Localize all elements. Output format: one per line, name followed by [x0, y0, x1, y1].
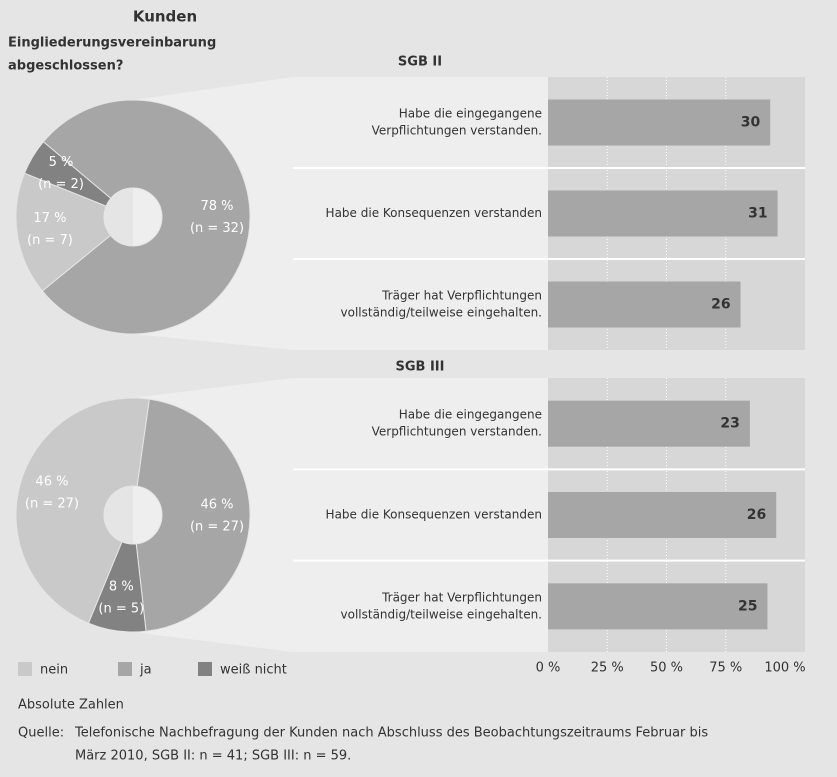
bar — [548, 583, 768, 630]
bar — [548, 400, 750, 447]
category-label: vollständig/teilweise eingehalten. — [341, 607, 543, 621]
pie-slice — [135, 398, 251, 632]
slice-label: 78 % — [200, 199, 233, 214]
legend-swatch — [118, 662, 132, 676]
x-tick-label: 0 % — [536, 661, 561, 676]
bar-value-label: 25 — [738, 598, 757, 614]
slice-count-label: (n = 32) — [190, 221, 244, 236]
legend-swatch — [18, 662, 32, 676]
chart-title: Kunden — [133, 8, 197, 26]
panel-title: SGB II — [398, 55, 442, 70]
bar — [548, 281, 741, 328]
slice-count-label: (n = 5) — [98, 602, 144, 617]
category-label: Träger hat Verpflichtungen — [381, 289, 542, 303]
slice-label: 46 % — [200, 498, 233, 513]
bar-value-label: 26 — [747, 507, 766, 523]
footer-source-label: Quelle: — [18, 726, 64, 741]
category-label: vollständig/teilweise eingehalten. — [341, 306, 543, 320]
x-tick-label: 75 % — [709, 661, 742, 676]
x-tick-label: 50 % — [650, 661, 683, 676]
slice-label: 17 % — [33, 211, 66, 226]
category-label: Verpflichtungen verstanden. — [372, 124, 542, 138]
slice-count-label: (n = 27) — [190, 520, 244, 535]
legend-label: nein — [40, 663, 68, 678]
bar — [548, 492, 777, 538]
subtitle: Eingliederungsvereinbarung — [8, 36, 216, 51]
legend-label: ja — [139, 663, 152, 678]
legend-label: weiß nicht — [220, 663, 287, 678]
bar-value-label: 30 — [741, 115, 761, 131]
slice-count-label: (n = 27) — [25, 496, 79, 511]
slice-label: 8 % — [109, 580, 134, 595]
bar — [548, 99, 771, 146]
pie-slice — [41, 99, 251, 335]
bar-value-label: 26 — [711, 297, 730, 313]
pie-slice — [15, 397, 150, 624]
subtitle: abgeschlossen? — [8, 59, 123, 74]
footer-source: März 2010, SGB II: n = 41; SGB III: n = … — [75, 749, 351, 764]
panel-title: SGB III — [396, 360, 445, 375]
slice-label: 5 % — [49, 155, 74, 170]
label-area — [293, 378, 548, 652]
category-label: Habe die Konsequenzen verstanden — [326, 508, 542, 522]
bar — [548, 190, 778, 237]
pie-slice — [15, 172, 112, 292]
x-tick-label: 25 % — [591, 661, 624, 676]
category-label: Verpflichtungen verstanden. — [372, 425, 542, 439]
footer-source: Telefonische Nachbefragung der Kunden na… — [74, 726, 708, 741]
category-label: Habe die Konsequenzen verstanden — [326, 206, 542, 220]
x-tick-label: 100 % — [764, 661, 805, 676]
slice-count-label: (n = 2) — [38, 177, 84, 192]
category-label: Habe die eingegangene — [399, 408, 542, 422]
slice-label: 46 % — [35, 474, 68, 489]
bar-value-label: 23 — [720, 416, 739, 432]
footer-note: Absolute Zahlen — [18, 698, 124, 713]
pie-slice — [23, 141, 112, 207]
label-area — [293, 77, 548, 350]
category-label: Träger hat Verpflichtungen — [381, 590, 542, 604]
slice-count-label: (n = 7) — [27, 233, 73, 248]
category-label: Habe die eingegangene — [399, 107, 542, 121]
bar-value-label: 31 — [748, 206, 767, 222]
legend-swatch — [198, 662, 212, 676]
